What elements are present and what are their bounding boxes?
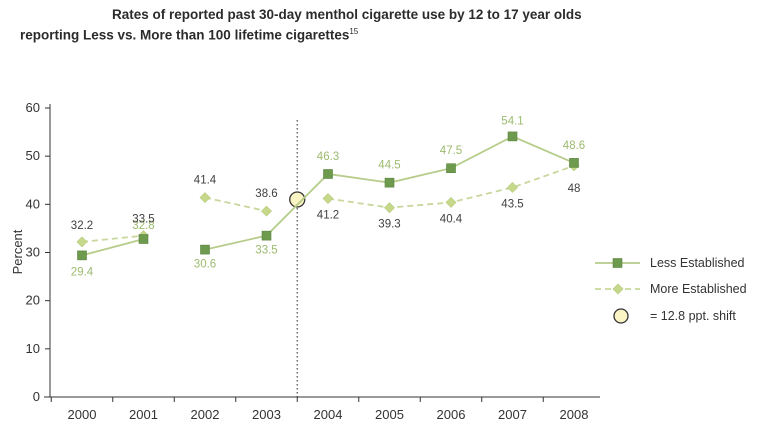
x-tick-label: 2002 <box>191 407 220 422</box>
chart-legend: Less Established More Established = 12.8 p… <box>595 256 747 324</box>
legend-shift-label: = 12.8 ppt. shift <box>650 309 736 323</box>
y-tick-label: 10 <box>26 341 40 356</box>
less-established-point <box>323 169 333 179</box>
more-established-data-label: 39.3 <box>378 219 400 231</box>
y-tick-label: 20 <box>26 293 40 308</box>
less-established-data-label: 33.5 <box>255 245 277 257</box>
chart-title: Rates of reported past 30-day menthol ci… <box>20 6 760 44</box>
y-tick-label: 50 <box>26 148 40 163</box>
less-established-data-label: 47.5 <box>440 145 462 157</box>
less-established-point <box>138 234 149 244</box>
less-established-point <box>261 230 272 241</box>
more-established-point <box>384 202 395 214</box>
less-established-data-label: 48.6 <box>563 140 585 152</box>
more-established-point <box>322 193 334 204</box>
more-established-data-label: 48 <box>568 183 581 195</box>
footnote-reference: 15 <box>349 27 359 36</box>
chart-axes: 0 10 20 30 40 50 60 2000 2001 2002 2003 2004 2005 200… <box>10 100 600 422</box>
more-established-point <box>261 205 272 217</box>
y-tick-label: 0 <box>33 389 40 404</box>
chart-annotations <box>289 120 306 397</box>
x-tick-label: 2001 <box>129 407 158 422</box>
less-established-point <box>507 131 518 142</box>
y-tick-label: 60 <box>26 100 40 115</box>
less-established-data-label: 44.5 <box>378 160 400 172</box>
chart-title-line-2: reporting Less vs. More than 100 lifetim… <box>20 23 760 44</box>
more-established-line-segment <box>204 196 267 212</box>
more-established-point <box>507 182 518 193</box>
x-tick-label: 2007 <box>498 407 527 422</box>
less-established-data-label: 29.4 <box>71 266 94 278</box>
more-established-data-label: 38.6 <box>255 188 277 200</box>
less-established-data-label: 54.1 <box>501 115 523 127</box>
more-established-point <box>445 196 457 208</box>
legend-less-label: Less Established <box>650 256 745 270</box>
less-established-point <box>200 244 210 255</box>
more-established-data-label: 33.5 <box>132 214 154 226</box>
shift-circle-marker <box>289 191 306 208</box>
more-established-point <box>76 236 88 248</box>
more-established-data-label: 32.2 <box>71 220 93 232</box>
less-established-data-label: 32.8 <box>132 220 154 232</box>
less-established-point <box>384 177 395 188</box>
y-axis-label: Percent <box>10 229 25 274</box>
series-markers <box>76 131 580 261</box>
x-tick-label: 2005 <box>375 407 404 422</box>
more-established-line-segment <box>81 234 144 243</box>
x-tick-label: 2004 <box>314 407 343 422</box>
more-established-data-label: 41.2 <box>317 210 339 222</box>
legend-shift-circle <box>613 308 629 324</box>
less-established-point <box>446 163 456 174</box>
x-tick-label: 2003 <box>252 407 281 422</box>
less-established-data-label: 46.3 <box>317 151 339 163</box>
legend-more-diamond <box>612 283 624 295</box>
less-established-point <box>77 250 87 261</box>
y-tick-label: 40 <box>26 196 40 211</box>
less-established-line-segment <box>81 238 144 257</box>
data-labels: 29.4 32.8 30.6 33.5 46.3 44.5 47.5 54.1 48.6 32.2… <box>71 115 585 278</box>
more-established-data-label: 40.4 <box>440 213 463 225</box>
more-established-data-label: 43.5 <box>501 198 523 210</box>
legend-less-square <box>612 258 623 268</box>
chart-title-line-1: Rates of reported past 30-day menthol ci… <box>112 7 582 22</box>
less-established-data-label: 30.6 <box>194 259 216 271</box>
x-tick-label: 2006 <box>437 407 466 422</box>
x-tick-label: 2008 <box>560 407 589 422</box>
x-tick-label: 2000 <box>68 407 97 422</box>
more-established-data-label: 41.4 <box>194 175 217 187</box>
less-established-point <box>569 158 579 168</box>
legend-more-label: More Established <box>650 282 747 296</box>
more-established-point <box>199 192 211 204</box>
chart-title-line-2-text: reporting Less vs. More than 100 lifetim… <box>20 27 350 43</box>
y-tick-label: 30 <box>26 245 40 260</box>
